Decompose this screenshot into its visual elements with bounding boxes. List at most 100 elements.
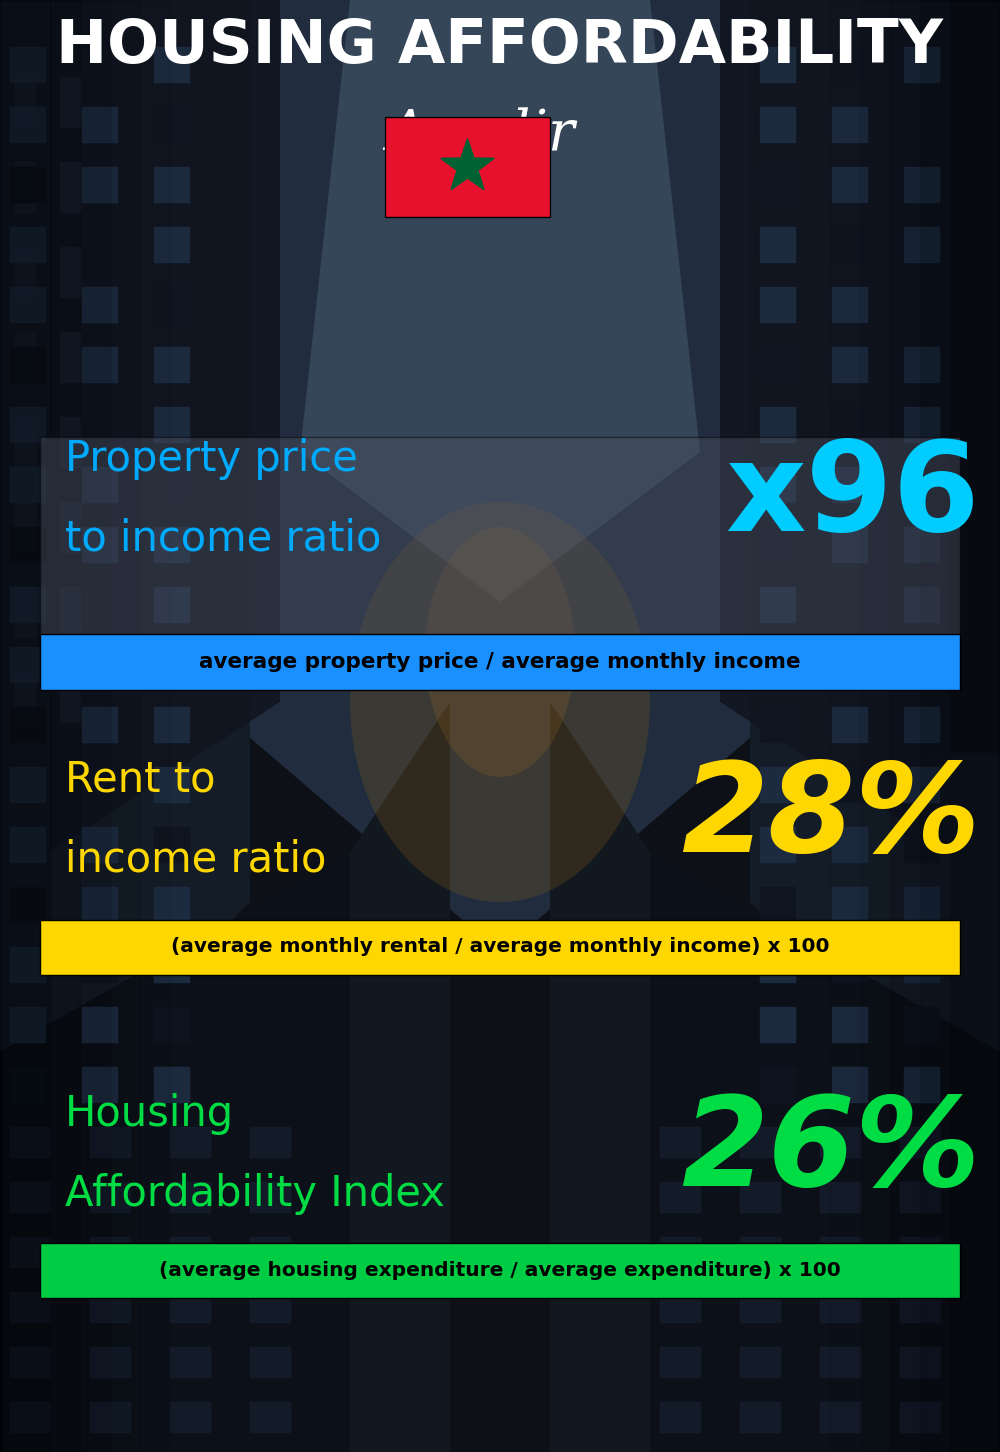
Bar — [154, 407, 189, 441]
Bar — [82, 648, 117, 682]
Bar — [760, 887, 795, 922]
Bar — [0, 0, 50, 1452]
Bar — [0, 0, 120, 752]
Bar — [904, 107, 939, 142]
Bar — [760, 227, 795, 261]
Bar — [760, 587, 795, 621]
Bar — [82, 1008, 117, 1043]
Bar — [82, 527, 117, 562]
Bar — [250, 1127, 290, 1157]
Bar — [10, 1008, 45, 1043]
Bar — [60, 77, 80, 126]
Bar — [904, 587, 939, 621]
Bar — [10, 407, 45, 441]
Bar — [904, 527, 939, 562]
Bar — [740, 1237, 780, 1268]
Bar — [82, 1067, 117, 1102]
Bar — [90, 1127, 130, 1157]
Bar — [900, 1292, 940, 1321]
Bar — [154, 828, 189, 862]
Bar — [832, 347, 867, 382]
Bar — [760, 1008, 795, 1043]
Bar — [10, 947, 45, 982]
Text: (average housing expenditure / average expenditure) x 100: (average housing expenditure / average e… — [159, 1260, 841, 1279]
Bar — [90, 1403, 130, 1432]
Bar — [82, 347, 117, 382]
Bar — [820, 1127, 860, 1157]
Bar — [760, 468, 795, 502]
Bar — [904, 828, 939, 862]
Bar — [10, 468, 45, 502]
Bar — [832, 587, 867, 621]
Bar — [760, 347, 795, 382]
Bar — [904, 707, 939, 742]
Bar — [760, 828, 795, 862]
Bar — [10, 1292, 50, 1321]
Bar — [10, 1237, 50, 1268]
Bar — [760, 527, 795, 562]
Bar — [660, 1403, 700, 1432]
Bar — [900, 1347, 940, 1376]
Bar — [154, 227, 189, 261]
FancyBboxPatch shape — [40, 437, 960, 687]
Bar — [900, 1403, 940, 1432]
Bar — [154, 648, 189, 682]
Bar — [154, 347, 189, 382]
Bar — [900, 1127, 940, 1157]
Bar — [154, 167, 189, 202]
Bar — [154, 887, 189, 922]
Bar — [890, 0, 1000, 1452]
Bar — [832, 707, 867, 742]
Bar — [904, 287, 939, 322]
Bar — [660, 1182, 700, 1212]
Bar — [15, 502, 35, 552]
Bar — [832, 648, 867, 682]
Polygon shape — [441, 139, 494, 190]
Bar — [154, 107, 189, 142]
Bar — [880, 0, 1000, 752]
Text: 28%: 28% — [681, 756, 980, 877]
Bar — [832, 767, 867, 802]
Bar — [832, 167, 867, 202]
Text: income ratio: income ratio — [65, 838, 326, 880]
Bar — [10, 1347, 50, 1376]
Bar — [832, 468, 867, 502]
Bar — [250, 1292, 290, 1321]
Bar — [82, 167, 117, 202]
Bar — [10, 648, 45, 682]
Bar — [10, 107, 45, 142]
Bar — [760, 287, 795, 322]
Bar — [900, 1182, 940, 1212]
Bar — [60, 587, 80, 637]
Bar — [904, 407, 939, 441]
Bar — [82, 468, 117, 502]
FancyBboxPatch shape — [40, 919, 960, 974]
Text: average property price / average monthly income: average property price / average monthly… — [199, 652, 801, 672]
Bar — [740, 1403, 780, 1432]
Bar — [154, 1008, 189, 1043]
Bar — [250, 1237, 290, 1268]
Bar — [90, 1292, 130, 1321]
Bar — [760, 707, 795, 742]
Bar — [82, 887, 117, 922]
Text: x96: x96 — [725, 437, 980, 558]
Bar — [904, 347, 939, 382]
Bar — [860, 0, 1000, 1452]
Bar — [760, 167, 795, 202]
Bar — [820, 1292, 860, 1321]
Bar — [904, 1008, 939, 1043]
Bar — [82, 227, 117, 261]
Bar — [920, 0, 1000, 1452]
Bar — [250, 1182, 290, 1212]
Bar — [154, 46, 189, 81]
Bar — [820, 1347, 860, 1376]
Bar — [82, 287, 117, 322]
Bar — [740, 1347, 780, 1376]
Text: Agadir: Agadir — [386, 107, 574, 161]
Polygon shape — [650, 852, 1000, 1452]
Polygon shape — [50, 0, 280, 852]
Bar — [760, 407, 795, 441]
Bar — [904, 1067, 939, 1102]
Bar — [154, 587, 189, 621]
Bar — [60, 333, 80, 382]
